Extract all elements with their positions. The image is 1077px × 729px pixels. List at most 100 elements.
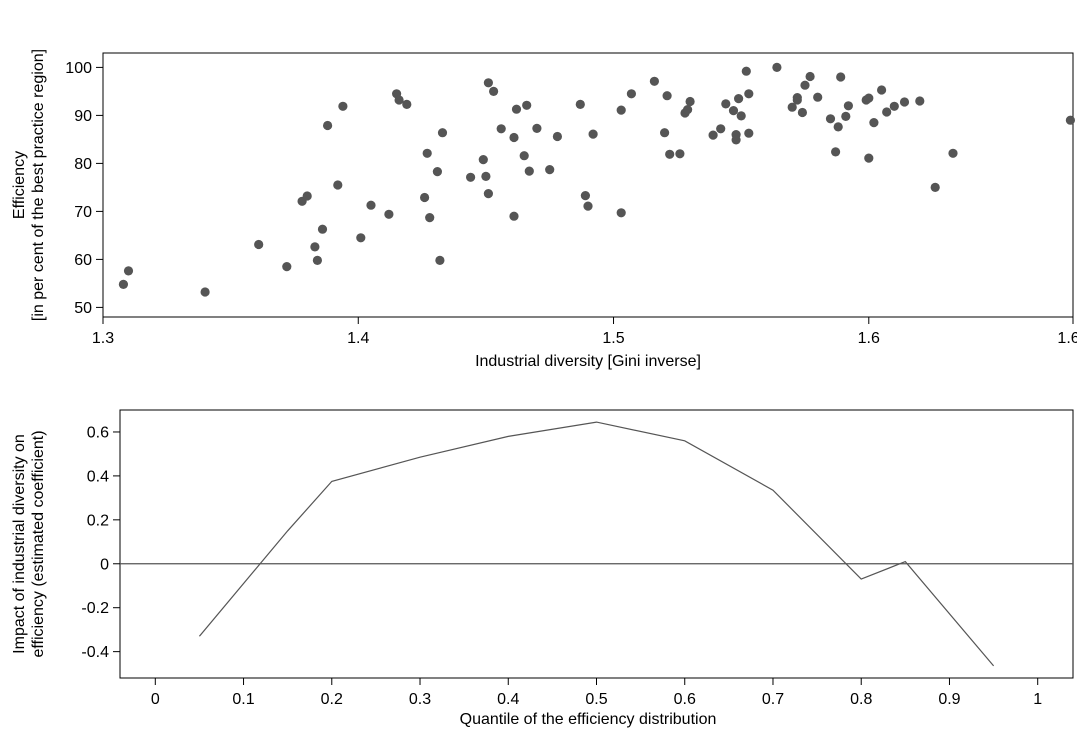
scatter-point xyxy=(731,135,741,145)
scatter-x-tick-label: 1.68 xyxy=(1057,330,1077,347)
scatter-point xyxy=(741,66,751,76)
scatter-point xyxy=(524,166,534,176)
scatter-points xyxy=(118,62,1075,297)
scatter-point xyxy=(575,99,585,109)
scatter-point xyxy=(825,114,836,124)
scatter-point xyxy=(864,93,874,103)
scatter-point xyxy=(1065,115,1075,125)
scatter-point xyxy=(420,192,430,203)
scatter-point xyxy=(366,200,376,210)
line-x-axis-title: Quantile of the efficiency distribution xyxy=(460,711,717,728)
scatter-point xyxy=(588,129,598,139)
scatter-point xyxy=(333,180,343,190)
scatter-point xyxy=(843,101,854,111)
line-x-tick-label: 1 xyxy=(1033,691,1042,708)
scatter-panel: 1.3 1.4 1.5 1.6 1.68 50 60 70 80 90 100 Industria… xyxy=(11,49,1077,370)
scatter-point xyxy=(545,165,555,175)
scatter-point xyxy=(489,86,499,96)
scatter-point xyxy=(831,147,841,157)
coefficient-series-line xyxy=(198,421,995,667)
scatter-point xyxy=(496,124,506,134)
scatter-x-tick-label: 1.5 xyxy=(602,330,624,347)
scatter-point xyxy=(899,97,910,107)
scatter-point xyxy=(721,99,731,109)
line-x-tick-label: 0.2 xyxy=(321,691,343,708)
scatter-point xyxy=(435,255,445,265)
scatter-point xyxy=(734,94,744,104)
line-y-tick-label: 0.6 xyxy=(87,424,109,441)
scatter-point xyxy=(915,96,925,106)
scatter-y-axis-ticks: 50 60 70 80 90 100 xyxy=(65,60,103,317)
scatter-point xyxy=(402,99,412,109)
line-x-tick-label: 0.8 xyxy=(850,691,872,708)
scatter-point xyxy=(877,85,887,95)
line-y-tick-label: -0.4 xyxy=(81,644,109,661)
scatter-y-tick-label: 100 xyxy=(65,60,92,77)
scatter-point xyxy=(509,132,519,143)
scatter-point xyxy=(660,128,670,138)
scatter-point xyxy=(511,104,522,114)
scatter-point xyxy=(836,72,846,82)
line-y-axis-ticks: -0.4 -0.2 0 0.2 0.4 0.6 xyxy=(81,424,120,661)
line-y-tick-label: 0 xyxy=(100,556,109,573)
scatter-point xyxy=(437,128,448,138)
line-x-tick-label: 0.9 xyxy=(938,691,960,708)
scatter-point xyxy=(323,120,333,131)
scatter-x-axis-ticks: 1.3 1.4 1.5 1.6 1.68 xyxy=(92,317,1077,347)
scatter-y-axis-title-line-2: [in per cent of the best practice region… xyxy=(30,49,47,321)
line-y-axis-title: Impact of industrial diversity on effici… xyxy=(11,430,47,657)
scatter-plot-frame xyxy=(102,52,1074,318)
scatter-point xyxy=(522,100,532,110)
scatter-point xyxy=(483,78,493,88)
line-x-tick-label: 0.6 xyxy=(674,691,696,708)
scatter-point xyxy=(532,123,542,133)
scatter-point xyxy=(394,95,404,105)
scatter-point xyxy=(805,71,815,82)
line-plot-frame xyxy=(119,409,1074,679)
scatter-point xyxy=(800,80,810,90)
scatter-point xyxy=(118,279,128,289)
scatter-point xyxy=(310,242,320,252)
scatter-point xyxy=(889,101,899,111)
line-y-axis-title-line-2: efficiency (estimated coefficient) xyxy=(30,430,47,657)
scatter-point xyxy=(930,182,940,192)
scatter-y-axis-title: Efficiency [in per cent of the best prac… xyxy=(11,49,47,321)
scatter-point xyxy=(716,124,726,134)
scatter-y-tick-label: 50 xyxy=(74,300,92,317)
line-y-axis-title-line-1: Impact of industrial diversity on xyxy=(11,434,28,654)
scatter-point xyxy=(833,122,843,132)
scatter-point xyxy=(744,128,754,138)
scatter-point xyxy=(200,287,210,297)
scatter-point xyxy=(665,149,675,159)
scatter-point xyxy=(841,111,851,121)
scatter-point xyxy=(736,111,746,121)
scatter-point xyxy=(481,171,491,181)
line-x-tick-label: 0 xyxy=(151,691,160,708)
scatter-point xyxy=(483,189,493,199)
scatter-point xyxy=(580,191,591,201)
scatter-point xyxy=(422,148,432,158)
scatter-point xyxy=(683,105,693,115)
scatter-point xyxy=(466,172,476,182)
scatter-point xyxy=(254,239,264,250)
scatter-point xyxy=(675,149,685,159)
scatter-x-tick-label: 1.6 xyxy=(858,330,880,347)
scatter-point xyxy=(478,155,488,165)
scatter-point xyxy=(626,89,637,99)
scatter-point xyxy=(772,62,782,72)
line-y-tick-label: 0.2 xyxy=(87,512,109,529)
scatter-point xyxy=(662,91,672,101)
scatter-point xyxy=(864,153,874,163)
scatter-y-tick-label: 90 xyxy=(74,108,92,125)
scatter-point xyxy=(948,148,958,158)
scatter-point xyxy=(123,266,134,276)
scatter-point xyxy=(312,255,322,265)
line-x-tick-label: 0.4 xyxy=(497,691,519,708)
scatter-point xyxy=(552,131,563,142)
scatter-point xyxy=(519,151,529,161)
line-x-tick-label: 0.3 xyxy=(409,691,431,708)
scatter-point xyxy=(282,262,292,272)
line-x-axis-ticks: 0 0.1 0.2 0.3 0.4 0.5 0.6 0.7 0.8 0.9 1 xyxy=(151,678,1042,708)
